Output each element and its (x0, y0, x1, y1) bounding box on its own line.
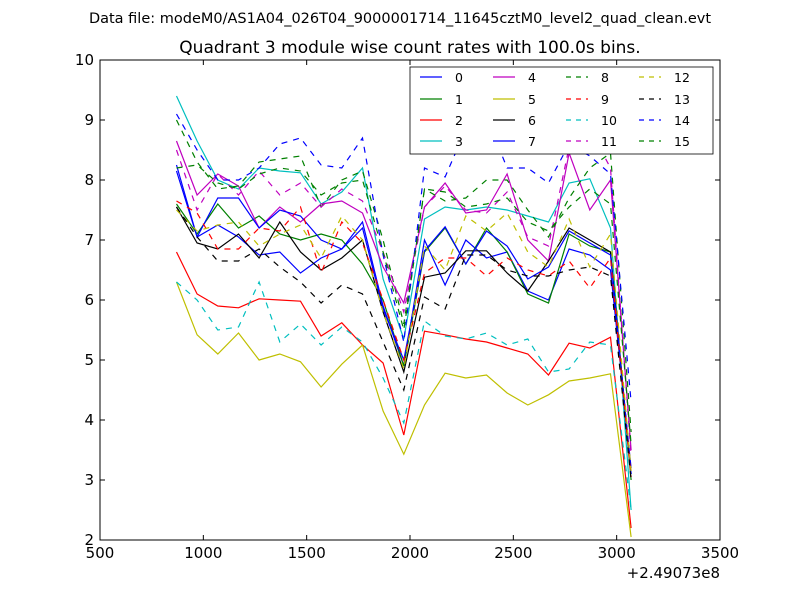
legend-label-6: 6 (528, 113, 536, 128)
x-offset-label: +2.49073e8 (627, 564, 720, 582)
x-tick-label: 500 (86, 544, 115, 562)
y-tick-label: 2 (84, 531, 94, 549)
series-line-9 (176, 200, 632, 478)
x-tick-label: 1500 (288, 544, 326, 562)
series-line-12 (176, 209, 632, 472)
legend-label-10: 10 (601, 113, 617, 128)
legend-label-1: 1 (455, 92, 463, 107)
y-tick-label: 7 (84, 231, 94, 249)
x-tick-label: 3500 (701, 544, 739, 562)
series-line-2 (175, 251, 632, 529)
legend-label-13: 13 (674, 92, 690, 107)
legend-label-12: 12 (674, 70, 690, 85)
y-tick-label: 6 (84, 291, 94, 309)
x-tick-label: 1000 (184, 544, 222, 562)
legend-label-4: 4 (528, 70, 536, 85)
legend-label-11: 11 (601, 134, 617, 149)
chart-title: Quadrant 3 module wise count rates with … (179, 38, 640, 58)
legend-label-14: 14 (674, 113, 690, 128)
x-axis: 500 1000 1500 2000 2500 3000 3500 (86, 60, 739, 562)
legend-label-9: 9 (601, 92, 609, 107)
series-line-15 (176, 164, 632, 445)
y-tick-label: 10 (75, 51, 94, 69)
series-line-7 (175, 164, 632, 475)
plot-frame (99, 59, 721, 541)
series-line-14 (175, 113, 632, 403)
legend-label-15: 15 (674, 134, 690, 149)
y-tick-label: 9 (84, 111, 94, 129)
series-line-1 (176, 203, 632, 481)
series-line-10 (176, 280, 632, 511)
x-tick-label: 2500 (494, 544, 532, 562)
series-line-3 (175, 95, 632, 511)
y-tick-label: 3 (84, 471, 94, 489)
legend-label-7: 7 (528, 134, 536, 149)
legend-frame (409, 66, 714, 155)
y-tick-label: 8 (84, 171, 94, 189)
legend-label-2: 2 (455, 113, 463, 128)
suptitle: Data file: modeM0/AS1A04_026T04_90000017… (89, 11, 711, 27)
legend-label-5: 5 (528, 92, 536, 107)
x-tick-label: 3000 (598, 544, 636, 562)
x-tick-label: 2000 (391, 544, 429, 562)
series-line-8 (175, 119, 632, 433)
legend-label-3: 3 (455, 134, 463, 149)
legend-label-0: 0 (455, 70, 463, 85)
y-tick-label: 4 (84, 411, 94, 429)
plot-series (175, 95, 632, 538)
legend-label-8: 8 (601, 70, 609, 85)
y-tick-label: 5 (84, 351, 94, 369)
series-line-13 (176, 206, 632, 481)
series-line-11 (175, 128, 632, 457)
series-line-5 (175, 281, 632, 538)
